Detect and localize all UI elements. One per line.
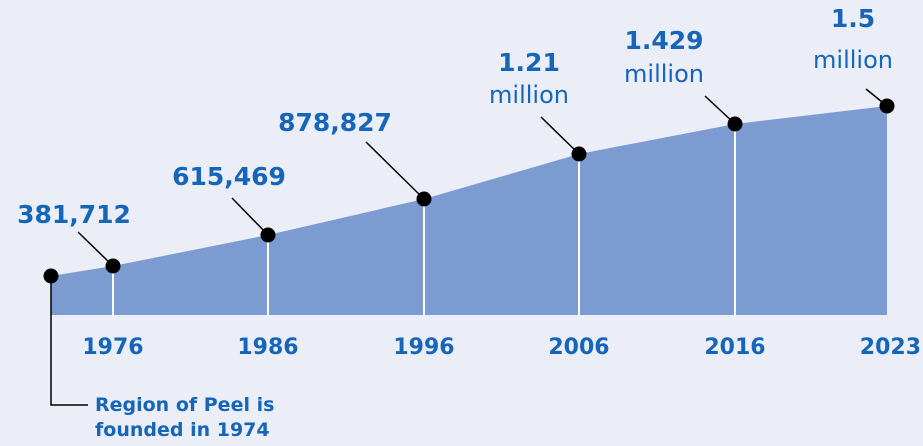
data-point-2016 (727, 116, 743, 132)
data-point-1974 (43, 268, 59, 284)
leader-line-1976 (77, 231, 114, 267)
founding-annotation-line-2: founded in 1974 (95, 419, 270, 441)
value-label-1996: 878,827 (278, 108, 392, 137)
x-tick-2023: 2023 (860, 335, 921, 360)
value-unit-2023: million (813, 46, 893, 74)
leader-line-1986 (231, 197, 269, 236)
value-unit-2016: million (624, 60, 704, 88)
data-point-2023 (879, 98, 895, 114)
value-label-1986: 615,469 (172, 162, 286, 191)
founding-connector (50, 276, 88, 406)
value-label-2016: 1.429 (624, 26, 703, 55)
leader-line-1996 (365, 141, 425, 200)
data-point-1996 (416, 191, 432, 207)
x-tick-1996: 1996 (393, 335, 454, 360)
leader-line-2006 (540, 116, 580, 155)
data-point-1986 (260, 227, 276, 243)
value-label-2006: 1.21 (498, 48, 560, 77)
x-tick-1976: 1976 (82, 335, 143, 360)
value-label-2023: 1.5 (831, 4, 875, 33)
x-tick-1986: 1986 (237, 335, 298, 360)
data-point-1976 (105, 258, 121, 274)
data-point-2006 (571, 146, 587, 162)
founding-annotation-line-1: Region of Peel is (95, 394, 274, 416)
value-label-1976: 381,712 (17, 200, 131, 229)
area-fill (51, 106, 887, 315)
x-tick-2016: 2016 (704, 335, 765, 360)
value-unit-2006: million (489, 81, 569, 109)
x-tick-2006: 2006 (548, 335, 609, 360)
